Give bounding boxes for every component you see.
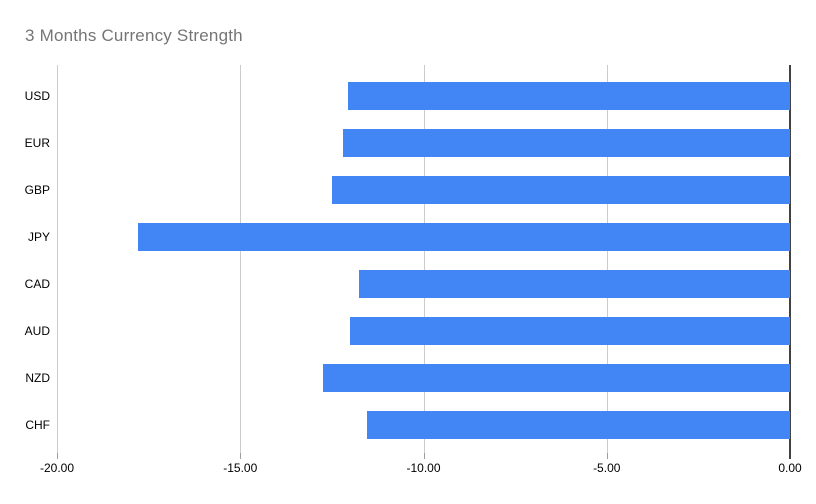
bar-aud: [350, 316, 790, 345]
bar-chf: [366, 410, 790, 439]
y-axis-label-aud: AUD: [24, 323, 50, 338]
bar-cad: [359, 269, 790, 298]
bar-eur: [342, 128, 790, 157]
x-axis-tick: [423, 453, 425, 459]
x-axis-tick: [606, 453, 608, 459]
x-axis-tick: [789, 453, 791, 459]
x-gridline: [57, 65, 58, 453]
x-gridline: [240, 65, 242, 453]
zero-axis-line: [789, 65, 791, 453]
bar-nzd: [322, 363, 790, 392]
x-gridline: [423, 65, 425, 453]
x-gridline: [606, 65, 608, 453]
y-axis-label-nzd: NZD: [25, 370, 50, 385]
x-axis-tick: [57, 453, 58, 459]
chart-title: 3 Months Currency Strength: [25, 26, 243, 45]
x-axis-tick-label: -10.00: [406, 461, 441, 475]
bar-gbp: [331, 175, 790, 204]
x-axis-tick-label: 0.00: [778, 461, 802, 475]
bar-jpy: [137, 222, 790, 251]
x-axis-tick-label: -15.00: [223, 461, 258, 475]
x-axis-tick-label: -20.00: [39, 461, 75, 475]
y-axis-label-cad: CAD: [24, 276, 50, 291]
y-axis-label-chf: CHF: [25, 417, 50, 432]
y-axis-label-eur: EUR: [24, 135, 50, 150]
x-axis-tick-label: -5.00: [593, 461, 621, 475]
y-axis-label-usd: USD: [24, 88, 50, 103]
y-axis-label-gbp: GBP: [24, 182, 50, 197]
x-axis-tick: [240, 453, 242, 459]
bar-usd: [348, 81, 790, 110]
y-axis-label-jpy: JPY: [27, 229, 50, 244]
